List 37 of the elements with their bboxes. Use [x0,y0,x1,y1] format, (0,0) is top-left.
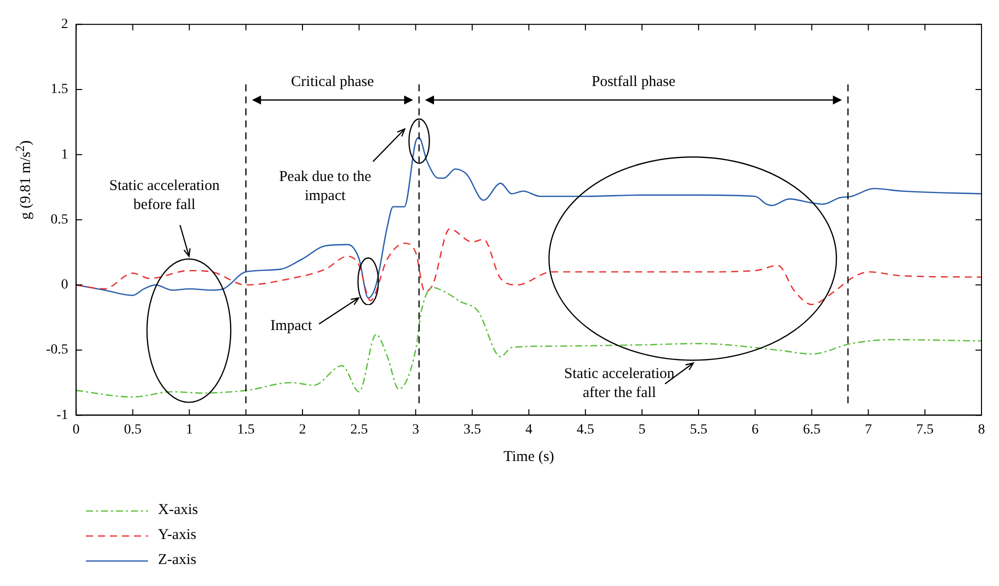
y-tick-label: 1 [61,147,68,162]
y-tick-label: -1 [56,408,68,423]
line-series [76,286,982,398]
y-tick-label: 2 [61,17,68,32]
y-tick-label: 0.5 [50,212,68,228]
y-tick-label: 1.5 [50,82,68,98]
x-tick-label: 3.5 [463,422,481,438]
x-tick-label: 2.5 [350,422,368,438]
x-tick-label: 7 [864,422,872,438]
y-tick-label: -0.5 [46,342,68,358]
line-series [76,228,982,306]
x-tick-label: 8 [978,422,985,438]
x-tick-label: 4.5 [576,422,594,438]
x-tick-label: 5.5 [690,422,708,438]
annotation: Peak due to the impact [278,168,372,206]
legend-label: X-axis [158,502,198,519]
x-tick-label: 2 [298,422,306,438]
annotation: Static acceleration before fall [108,177,221,216]
legend-label: Z-axis [158,552,196,569]
annotation: Impact [269,316,313,336]
x-tick-label: 0.5 [124,422,142,438]
annotation: Critical phase [290,73,375,92]
y-tick-label: 0 [61,278,68,293]
annotation: Postfall phase [590,73,676,92]
line-series [76,137,982,299]
x-tick-label: 4 [525,422,532,438]
x-tick-label: 7.5 [916,422,934,438]
legend-label: Y-axis [158,527,196,544]
annotation: Static acceleration after the fall [563,364,676,403]
x-tick-label: 1.5 [237,422,255,438]
x-tick-label: 3 [412,422,420,438]
x-tick-label: 1 [186,422,193,438]
x-axis-title: Time (s) [503,448,554,465]
x-tick-label: 6.5 [803,422,820,438]
x-tick-label: 0 [72,422,80,438]
x-tick-label: 5 [638,422,646,438]
x-tick-label: 6 [752,422,759,438]
